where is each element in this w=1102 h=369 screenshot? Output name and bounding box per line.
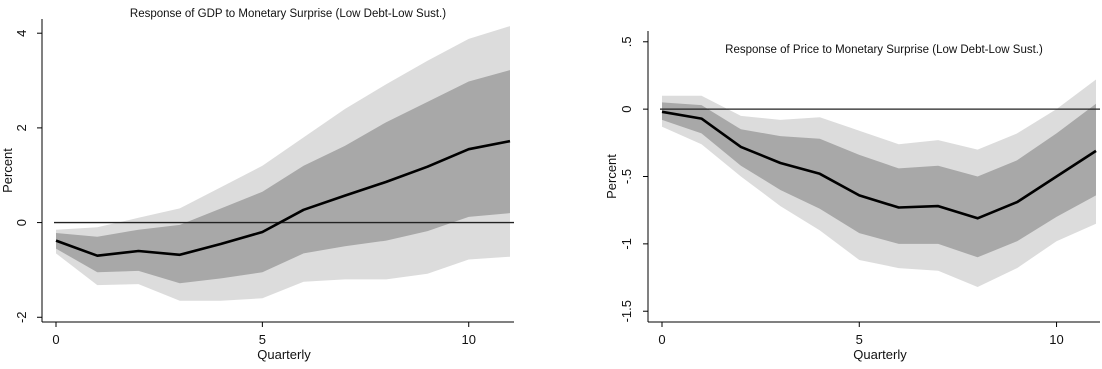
price-y-tick-label: -1.5: [619, 300, 634, 322]
price-x-axis-label: Quarterly: [853, 347, 907, 362]
price-y-tick-label: -.5: [619, 169, 634, 184]
gdp-y-tick-label: 4: [14, 30, 29, 37]
price-y-tick-label: 0: [619, 106, 634, 113]
gdp-y-tick-label: -2: [14, 311, 29, 323]
price-chart-title: Response of Price to Monetary Surprise (…: [725, 44, 1043, 56]
gdp-y-tick-label: 0: [14, 219, 29, 226]
price-x-tick-label: 10: [1049, 332, 1063, 347]
gdp-response-line: [55, 139, 511, 257]
price-response-line: [661, 110, 1097, 220]
price-y-tick-label: -1: [619, 238, 634, 250]
gdp-x-tick-label: 10: [461, 332, 475, 347]
gdp-y-tick-label: 2: [14, 124, 29, 131]
price-response-chart: 0 5 10 -1.5 -1 -.5 0 .5 Response of Price to Mon…: [604, 31, 1100, 362]
price-band-inner: [662, 102, 1096, 258]
price-y-axis-label: Percent: [604, 154, 619, 199]
gdp-x-axis-label: Quarterly: [257, 347, 311, 362]
gdp-chart-title: Response of GDP to Monetary Surprise (Lo…: [130, 8, 446, 20]
price-x-tick-label: 5: [856, 332, 863, 347]
gdp-band-inner: [56, 70, 510, 284]
gdp-y-axis-label: Percent: [0, 148, 15, 193]
gdp-response-chart: 0 5 10 -2 0 2 4 Response of GDP to Monetary Sur…: [0, 8, 514, 362]
price-x-tick-label: 0: [658, 332, 665, 347]
gdp-x-tick-label: 0: [52, 332, 59, 347]
price-y-tick-label: .5: [619, 36, 634, 47]
gdp-x-tick-label: 5: [259, 332, 266, 347]
